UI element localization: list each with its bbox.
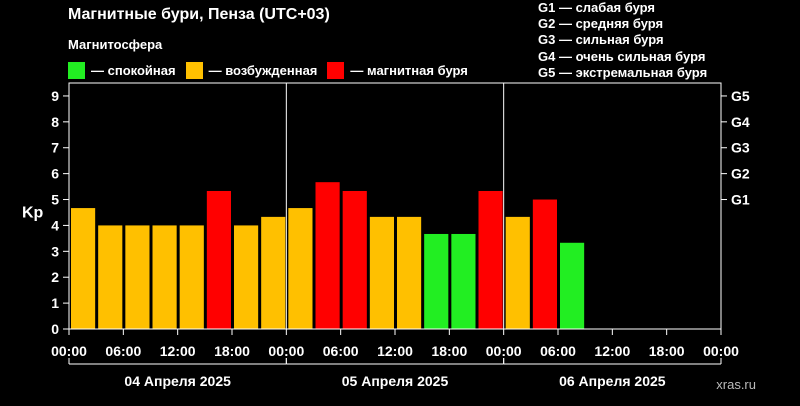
g-level-4: G4 — очень сильная буря [538,48,706,64]
legend-label-excited: — возбужденная [208,63,318,78]
legend-title: Магнитосфера [68,37,163,52]
x-tick-label: 00:00 [268,343,304,359]
g-tick-label: G1 [731,192,750,208]
y-tick-label: 0 [51,321,59,337]
legend-item-storm: — магнитная буря [327,62,468,79]
y-axis-label: Kp [22,205,44,222]
legend-label-calm: — спокойная [91,63,176,78]
day-label: 05 Апреля 2025 [342,373,449,389]
chart-title: Магнитные бури, Пенза (UTC+03) [68,6,330,23]
y-tick-label: 2 [51,269,59,285]
y-tick-label: 8 [51,114,59,130]
kp-bar [98,225,123,329]
x-tick-label: 00:00 [703,343,739,359]
x-tick-label: 18:00 [214,343,250,359]
x-tick-label: 06:00 [540,343,576,359]
x-tick-label: 00:00 [486,343,522,359]
g-level-3: G3 — сильная буря [538,32,664,48]
x-tick-label: 06:00 [323,343,359,359]
x-tick-label: 18:00 [431,343,467,359]
g-level-2: G2 — средняя буря [538,16,664,32]
g-tick-label: G5 [731,88,750,104]
g-tick-label: G3 [731,140,750,156]
day-label: 06 Апреля 2025 [559,373,666,389]
y-tick-label: 4 [51,217,59,233]
y-tick-label: 6 [51,166,59,182]
kp-bar [71,208,96,329]
kp-bar [342,190,367,329]
kp-bar [424,233,449,329]
kp-bar [532,199,557,329]
kp-bar [369,216,394,329]
legend-item-calm: — спокойная [68,62,176,79]
legend-label-storm: — магнитная буря [350,63,468,78]
y-tick-label: 7 [51,140,59,156]
legend-item-excited: — возбужденная [185,62,318,79]
legend-swatch-storm [327,62,345,79]
kp-bar [152,225,177,329]
kp-bar [397,216,422,329]
kp-bar [179,225,204,329]
y-tick-label: 5 [51,192,59,208]
x-tick-label: 00:00 [51,343,87,359]
g-scale-legend: G1 — слабая буря G2 — средняя буря G3 — … [538,0,707,81]
legend-swatch-calm [68,62,85,79]
watermark: xras.ru [716,377,756,392]
kp-bar [261,216,286,329]
g-level-1: G1 — слабая буря [538,0,656,15]
x-tick-label: 12:00 [594,343,630,359]
x-tick-label: 12:00 [160,343,196,359]
kp-bar [288,208,313,329]
x-tick-label: 12:00 [377,343,413,359]
g-tick-label: G4 [731,114,750,130]
kp-bar [560,242,585,329]
kp-bar [206,190,231,329]
day-label: 04 Апреля 2025 [124,373,231,389]
kp-bar [505,216,530,329]
legend-swatch-excited [185,62,203,79]
x-tick-label: 06:00 [105,343,141,359]
legend: — спокойная — возбужденная — магнитная б… [68,62,478,79]
g-tick-label: G2 [731,166,750,182]
kp-bar [315,182,340,329]
kp-bar [234,225,259,329]
y-tick-label: 1 [51,295,59,311]
g-level-5: G5 — экстремальная буря [538,64,708,80]
x-tick-label: 18:00 [649,343,685,359]
kp-bar [478,190,503,329]
y-tick-label: 9 [51,88,59,104]
kp-bar [125,225,150,329]
y-tick-label: 3 [51,243,59,259]
kp-bar [451,233,476,329]
